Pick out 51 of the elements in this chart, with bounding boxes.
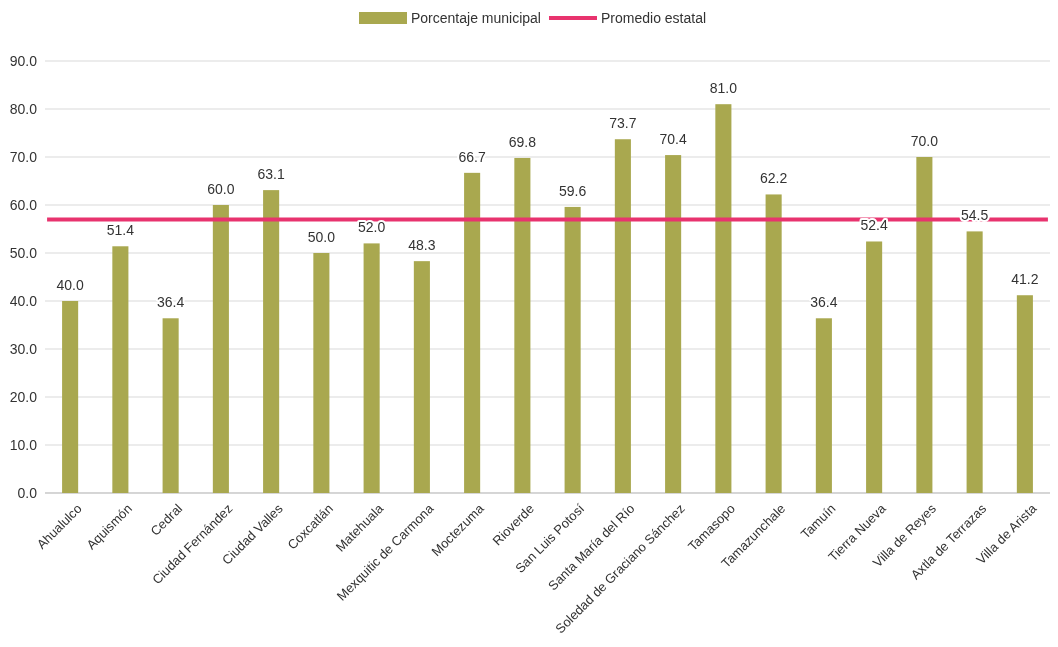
data-label: 51.4 bbox=[106, 222, 135, 239]
y-tick-label: 40.0 bbox=[9, 292, 38, 309]
data-label: 52.0 bbox=[358, 219, 386, 236]
bar bbox=[665, 155, 682, 493]
data-label: 70.0 bbox=[910, 133, 939, 149]
data-label: 73.7 bbox=[609, 115, 637, 132]
data-label: 41.2 bbox=[1011, 271, 1039, 288]
bar bbox=[564, 206, 581, 493]
data-label: 36.4 bbox=[157, 294, 185, 311]
data-label: 66.7 bbox=[458, 148, 486, 165]
bar bbox=[514, 157, 531, 493]
y-tick-label: 10.0 bbox=[9, 436, 38, 453]
data-label: 48.3 bbox=[408, 237, 436, 254]
legend-label: Promedio estatal bbox=[601, 9, 707, 26]
y-tick-label: 30.0 bbox=[9, 340, 38, 357]
data-label: 81.0 bbox=[709, 80, 738, 97]
bar bbox=[162, 318, 179, 493]
bar bbox=[212, 205, 229, 493]
bar bbox=[263, 190, 280, 493]
bar bbox=[614, 139, 631, 493]
bar bbox=[112, 246, 129, 493]
bar bbox=[866, 241, 883, 493]
bar bbox=[313, 253, 330, 493]
data-label: 40.0 bbox=[56, 277, 84, 293]
bar bbox=[916, 157, 933, 493]
bar bbox=[363, 243, 380, 493]
data-label: 62.2 bbox=[760, 170, 788, 187]
data-label: 69.8 bbox=[508, 133, 537, 150]
y-tick-label: 80.0 bbox=[9, 100, 38, 117]
data-label: 60.0 bbox=[207, 181, 235, 197]
bar bbox=[715, 104, 732, 493]
y-tick-label: 50.0 bbox=[9, 244, 38, 261]
y-tick-label: 0.0 bbox=[17, 484, 38, 501]
bar bbox=[464, 172, 481, 493]
bar bbox=[62, 301, 79, 493]
data-label: 70.4 bbox=[659, 131, 687, 148]
data-label: 52.4 bbox=[860, 217, 888, 234]
bar bbox=[966, 231, 983, 493]
bar bbox=[1016, 295, 1033, 493]
data-label: 63.1 bbox=[257, 166, 285, 183]
bar bbox=[413, 261, 430, 493]
y-tick-label: 90.0 bbox=[9, 52, 38, 69]
bar bbox=[765, 194, 782, 493]
y-tick-label: 20.0 bbox=[9, 388, 38, 405]
data-label: 36.4 bbox=[810, 294, 838, 311]
y-tick-label: 70.0 bbox=[9, 148, 38, 165]
y-tick-label: 60.0 bbox=[9, 196, 38, 213]
data-label: 50.0 bbox=[307, 229, 336, 245]
bar bbox=[815, 318, 832, 493]
legend-label: Porcentaje municipal bbox=[411, 9, 541, 26]
data-label: 59.6 bbox=[559, 182, 587, 199]
